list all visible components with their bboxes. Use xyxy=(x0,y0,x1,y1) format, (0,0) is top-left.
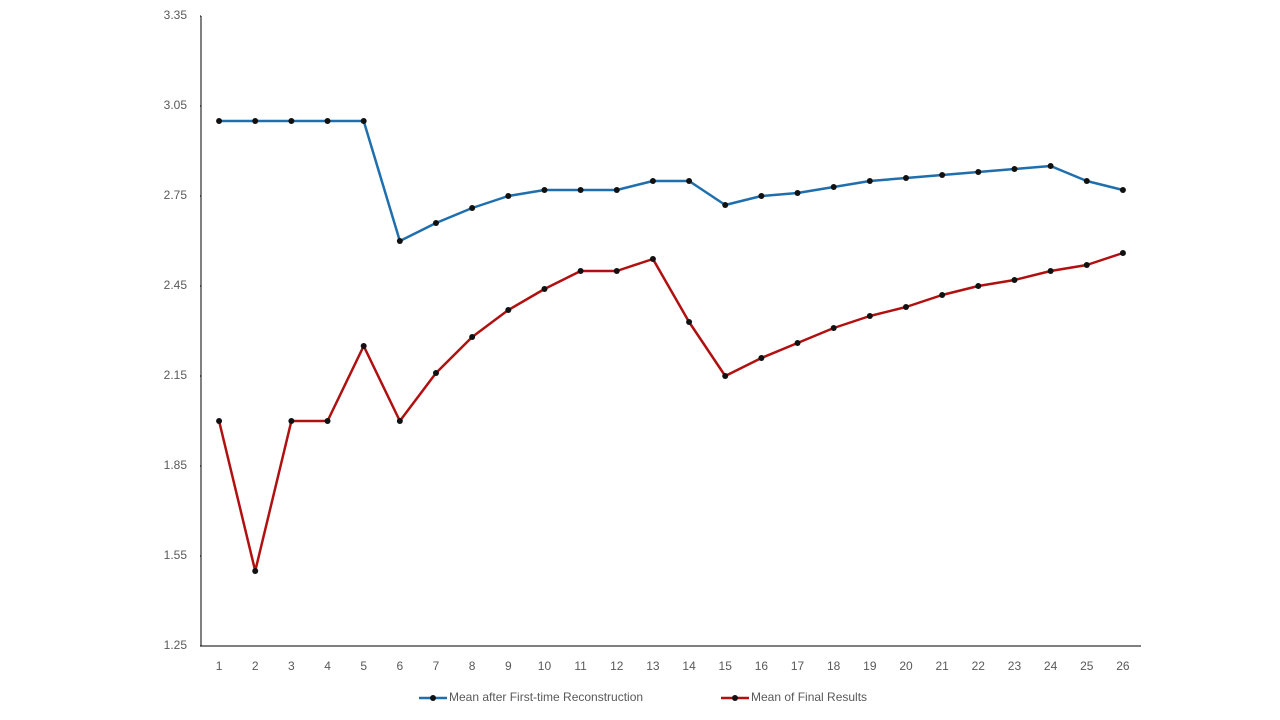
x-tick-label: 2 xyxy=(252,659,259,673)
point xyxy=(866,178,873,184)
y-tick-label: 1.85 xyxy=(164,458,188,472)
point xyxy=(577,187,584,193)
point xyxy=(649,256,656,262)
point xyxy=(469,334,476,340)
point xyxy=(613,187,620,193)
point xyxy=(1047,268,1054,274)
point xyxy=(903,304,909,310)
y-tick-label: 2.75 xyxy=(164,188,188,202)
point xyxy=(1011,166,1018,172)
x-tick-label: 16 xyxy=(755,659,769,673)
point xyxy=(975,283,982,289)
point xyxy=(830,184,837,190)
point xyxy=(830,325,837,331)
point xyxy=(396,418,403,424)
point xyxy=(541,286,548,292)
point xyxy=(541,187,548,193)
point xyxy=(758,193,765,199)
point xyxy=(613,268,620,274)
x-tick-label: 18 xyxy=(827,659,841,673)
x-tick-label: 14 xyxy=(682,659,696,673)
x-tick-label: 8 xyxy=(469,659,476,673)
point xyxy=(396,238,403,244)
x-tick-label: 12 xyxy=(610,659,624,673)
x-tick-label: 5 xyxy=(360,659,367,673)
point xyxy=(1083,262,1090,268)
x-tick-label: 17 xyxy=(791,659,805,673)
point xyxy=(360,343,367,349)
point xyxy=(1119,250,1126,256)
x-tick-label: 7 xyxy=(433,659,440,673)
point xyxy=(866,313,873,319)
point xyxy=(505,193,512,199)
legend-marker xyxy=(430,695,436,701)
x-tick-label: 23 xyxy=(1008,659,1022,673)
point xyxy=(649,178,656,184)
x-tick-label: 3 xyxy=(288,659,295,673)
series-line xyxy=(219,119,1124,243)
point xyxy=(758,355,765,361)
point xyxy=(505,307,512,313)
point xyxy=(288,118,295,124)
legend-label: Mean after First-time Reconstruction xyxy=(449,690,643,704)
point xyxy=(939,292,946,298)
point xyxy=(469,205,476,211)
y-tick-label: 1.55 xyxy=(164,548,188,562)
point xyxy=(288,418,295,424)
legend-label: Mean of Final Results xyxy=(751,690,867,704)
point xyxy=(252,118,259,124)
series-line xyxy=(217,251,1124,573)
point xyxy=(722,373,729,379)
x-tick-label: 19 xyxy=(863,659,877,673)
point xyxy=(1011,277,1018,283)
legend-marker xyxy=(732,695,738,701)
x-tick-label: 1 xyxy=(216,659,223,673)
x-tick-label: 13 xyxy=(646,659,660,673)
point xyxy=(1047,163,1054,169)
x-tick-label: 26 xyxy=(1116,659,1130,673)
y-tick-label: 2.15 xyxy=(164,368,188,382)
point xyxy=(686,178,693,184)
point xyxy=(577,268,584,274)
point xyxy=(433,220,439,226)
x-tick-label: 21 xyxy=(935,659,949,673)
point xyxy=(939,172,946,178)
y-tick-label: 2.45 xyxy=(164,278,188,292)
point xyxy=(1083,178,1090,184)
point xyxy=(216,418,223,424)
y-tick-label: 3.05 xyxy=(164,98,188,112)
x-tick-label: 20 xyxy=(899,659,913,673)
point xyxy=(252,568,259,574)
point xyxy=(1119,187,1126,193)
y-tick-label: 3.35 xyxy=(164,8,188,22)
x-tick-label: 24 xyxy=(1044,659,1058,673)
x-tick-label: 22 xyxy=(972,659,986,673)
x-tick-label: 11 xyxy=(574,659,587,673)
point xyxy=(324,418,331,424)
x-tick-label: 6 xyxy=(397,659,404,673)
x-tick-label: 4 xyxy=(324,659,331,673)
point xyxy=(722,202,729,208)
point xyxy=(324,118,331,124)
point xyxy=(975,169,982,175)
x-tick-label: 25 xyxy=(1080,659,1094,673)
point xyxy=(903,175,909,181)
x-tick-label: 10 xyxy=(538,659,552,673)
point xyxy=(216,118,223,124)
point xyxy=(794,190,801,196)
point xyxy=(433,370,439,376)
point xyxy=(360,118,367,124)
x-tick-label: 9 xyxy=(505,659,512,673)
point xyxy=(686,319,693,325)
y-tick-label: 1.25 xyxy=(164,638,188,652)
x-tick-label: 15 xyxy=(719,659,733,673)
point xyxy=(794,340,801,346)
